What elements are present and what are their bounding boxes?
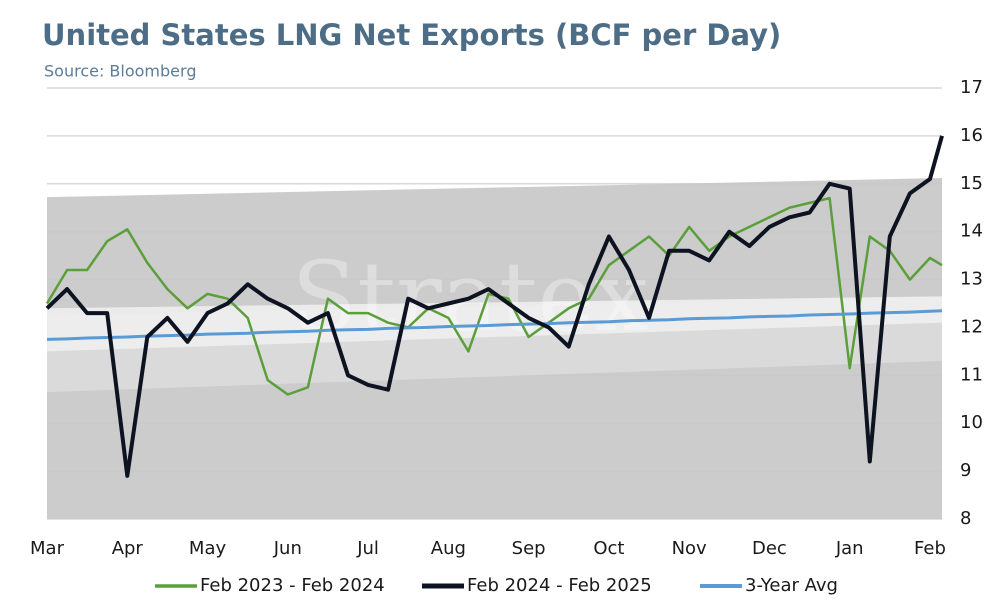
x-tick-label: Jan — [835, 538, 864, 559]
y-tick-label: 13 — [960, 269, 983, 290]
y-tick-label: 9 — [960, 460, 971, 481]
x-tick-label: Jul — [356, 538, 379, 559]
x-tick-label: Nov — [672, 538, 707, 559]
x-tick-label: Aug — [431, 538, 466, 559]
legend-label: Feb 2023 - Feb 2024 — [200, 575, 385, 596]
x-tick-label: Oct — [593, 538, 624, 559]
y-tick-label: 14 — [960, 221, 983, 242]
legend-label: Feb 2024 - Feb 2025 — [467, 575, 652, 596]
y-tick-label: 12 — [960, 316, 983, 337]
y-tick-label: 10 — [960, 412, 983, 433]
chart-title: United States LNG Net Exports (BCF per D… — [42, 18, 781, 52]
legend-label: 3-Year Avg — [745, 575, 838, 596]
x-tick-label: Dec — [752, 538, 787, 559]
y-tick-label: 17 — [960, 77, 983, 98]
x-tick-label: Apr — [112, 538, 144, 559]
y-tick-label: 8 — [960, 508, 971, 529]
y-tick-label: 11 — [960, 364, 983, 385]
x-tick-label: Sep — [512, 538, 546, 559]
x-tick-label: Jun — [273, 538, 302, 559]
y-tick-label: 15 — [960, 173, 983, 194]
y-tick-label: 16 — [960, 125, 983, 146]
x-tick-label: Mar — [30, 538, 65, 559]
x-tick-label: May — [189, 538, 227, 559]
series-line — [46, 309, 943, 341]
chart-subtitle: Source: Bloomberg — [44, 62, 196, 81]
series-line — [45, 135, 944, 478]
x-tick-label: Feb — [914, 538, 946, 559]
